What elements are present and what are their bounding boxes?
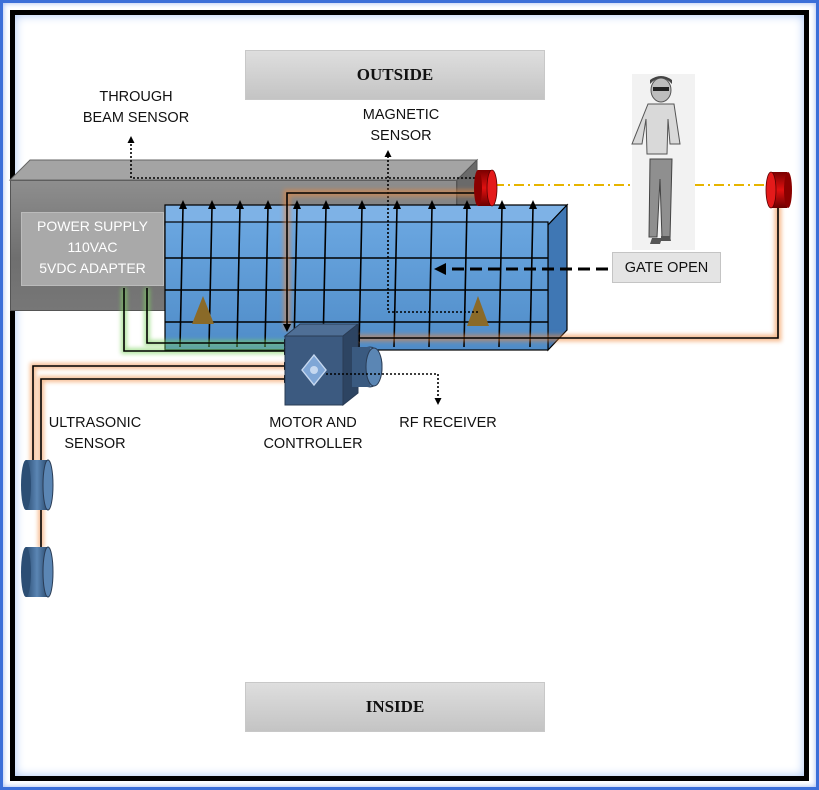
gate-panel — [164, 200, 569, 352]
power-wires — [121, 288, 292, 355]
ultrasonic-sensor-icon — [21, 459, 54, 511]
beam-receiver-icon — [765, 171, 792, 209]
gate-open-arrow — [434, 263, 610, 275]
power-supply-label: POWER SUPPLY 110VAC 5VDC ADAPTER — [37, 218, 148, 276]
ultrasonic-wires — [30, 362, 292, 548]
motor-and-controller-label: MOTOR AND CONTROLLER — [263, 415, 363, 452]
triangle-marker-icon — [192, 296, 214, 324]
through-beam-sensor-label: THROUGH BEAM SENSOR — [82, 89, 190, 126]
ultrasonic-sensor-label: ULTRASONIC SENSOR — [48, 415, 142, 452]
beam-receiver-wire — [352, 205, 782, 342]
outside-zone-label: OUTSIDE — [245, 50, 545, 100]
beam-emitter-wire — [283, 189, 480, 332]
gate-open-label: GATE OPEN — [624, 259, 709, 276]
beam-emitter-icon — [474, 169, 498, 207]
rf-receiver-leader — [326, 373, 442, 405]
gate-open-button[interactable]: GATE OPEN — [612, 252, 721, 283]
power-supply-box: POWER SUPPLY 110VAC 5VDC ADAPTER — [21, 212, 164, 286]
inside-zone-label: INSIDE — [245, 682, 545, 732]
walking-person-icon — [631, 74, 695, 250]
through-beam-leader — [127, 136, 483, 179]
magnetic-sensor-leader — [384, 150, 478, 313]
magnetic-sensor-label: MAGNETIC SENSOR — [362, 107, 440, 144]
triangle-marker-icon — [467, 296, 489, 326]
rf-receiver-label: RF RECEIVER — [399, 415, 497, 431]
ultrasonic-sensor-icon — [21, 546, 54, 598]
motor-icon — [283, 322, 383, 407]
